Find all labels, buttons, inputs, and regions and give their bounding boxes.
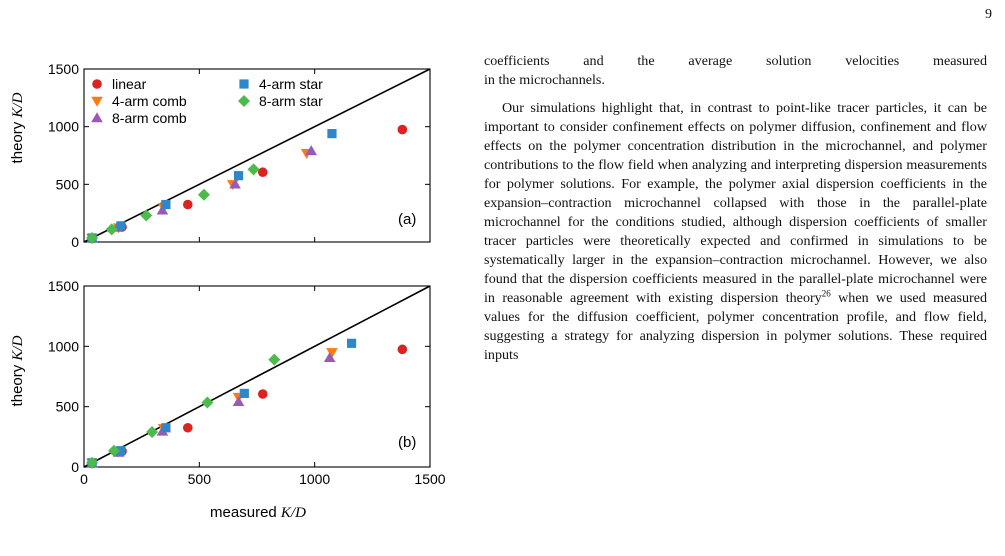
- data-point-star8: [86, 231, 99, 244]
- panel-a: 0 500 1000 1500 (a): [48, 61, 431, 250]
- data-point-comb8: [323, 352, 336, 362]
- plot-frame: [83, 68, 431, 243]
- ylabel-b-math: K/D: [10, 335, 26, 361]
- scatter-figure: 0 500 1000 1500 (a) 0 500 1000 1500 0 500 1000 1500…: [9, 61, 446, 521]
- data-point-star4: [327, 128, 337, 139]
- data-point-star4: [233, 171, 244, 181]
- figure: 0 500 1000 1500 (a) 0 500 1000 1500 0 500 1000 1500…: [0, 0, 470, 556]
- paragraph-2-text-b: when we used measured values for the dif…: [484, 290, 987, 363]
- legend-label-comb8: 8-arm comb: [112, 110, 187, 126]
- data-point-comb8: [156, 204, 169, 215]
- x-tick-label: 1000: [299, 471, 330, 487]
- data-point-star4: [116, 446, 126, 456]
- reference-line: [83, 285, 431, 468]
- legend-marker-star8: [238, 95, 250, 107]
- paragraph-2: Our simulations highlight that, in contr…: [484, 99, 987, 365]
- legend-label-comb4: 4-arm comb: [112, 93, 187, 109]
- data-point-star4: [116, 221, 126, 231]
- data-point-star8: [201, 396, 214, 409]
- data-point-star4: [161, 423, 171, 433]
- data-point-star8: [86, 456, 99, 469]
- page-number: 9: [985, 7, 992, 22]
- data-point-comb8: [232, 396, 245, 407]
- data-point-star8: [146, 426, 159, 439]
- y-tick-label: 0: [71, 234, 79, 250]
- legend-marker-comb4: [91, 96, 103, 107]
- data-point-linear: [257, 167, 268, 178]
- data-point-linear: [397, 124, 408, 135]
- legend-marker-linear: [92, 79, 102, 89]
- legend-label-star8: 8-arm star: [259, 93, 323, 109]
- y-tick-label: 1000: [48, 338, 79, 354]
- data-point-linear: [397, 344, 408, 355]
- data-point-star4: [239, 388, 249, 398]
- x-tick-label: 0: [80, 471, 88, 487]
- citation-26: 26: [821, 288, 831, 299]
- data-point-star8: [107, 444, 120, 457]
- y-tick-label: 500: [56, 176, 80, 192]
- plot-frame: [83, 285, 431, 468]
- data-point-star4: [346, 338, 357, 348]
- data-point-star8: [247, 163, 260, 176]
- panel-label: (a): [398, 211, 416, 228]
- paragraph-1-line-2: in the microchannels.: [484, 72, 605, 88]
- panel-label: (b): [398, 434, 416, 451]
- y-tick-label: 1500: [48, 278, 79, 294]
- ylabel-b-text: theory: [9, 361, 26, 407]
- y-tick-label: 1000: [48, 119, 79, 135]
- legend-label-star4: 4-arm star: [259, 76, 323, 92]
- xlabel-text: measured: [210, 504, 281, 521]
- paragraph-1-line-1: coefficients and the average solution ve…: [484, 53, 987, 69]
- paragraph-2-text-a: Our simulations highlight that, in contr…: [484, 100, 987, 306]
- data-point-comb8: [229, 178, 241, 189]
- x-tick-label: 500: [188, 471, 212, 487]
- ylabel-b: theory K/D: [9, 335, 26, 406]
- legend-marker-comb8: [91, 112, 103, 123]
- y-tick-label: 1500: [48, 61, 79, 77]
- data-point-star4: [161, 199, 171, 210]
- ylabel-a-math: K/D: [10, 92, 26, 118]
- data-point-star8: [268, 353, 281, 366]
- legend-label-linear: linear: [112, 76, 147, 92]
- data-point-linear: [183, 199, 193, 210]
- x-tick-label: 1500: [414, 471, 445, 487]
- y-tick-label: 0: [71, 459, 79, 475]
- data-point-star8: [105, 223, 118, 236]
- paragraph-1: coefficients and the average solution ve…: [484, 52, 987, 90]
- data-point-star8: [197, 188, 210, 201]
- xlabel: measured K/D: [210, 504, 306, 521]
- data-point-star8: [140, 209, 153, 222]
- data-point-linear: [257, 389, 268, 399]
- ylabel-a-text: theory: [9, 118, 26, 164]
- reference-line: [83, 68, 431, 243]
- data-point-comb8: [305, 145, 318, 156]
- ylabel-a: theory K/D: [9, 92, 26, 163]
- data-point-linear: [183, 422, 193, 433]
- data-point-comb4: [326, 348, 338, 359]
- legend-marker-star4: [239, 79, 249, 89]
- xlabel-math: K/D: [280, 505, 306, 521]
- y-tick-label: 500: [56, 399, 80, 415]
- panel-b: 0 500 1000 1500 0 500 1000 1500 (b): [48, 278, 446, 487]
- body-text: coefficients and the average solution ve…: [484, 52, 987, 365]
